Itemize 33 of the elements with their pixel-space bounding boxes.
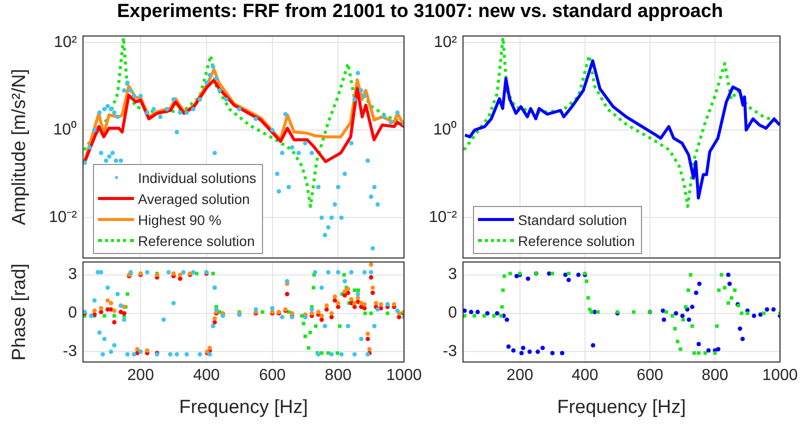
legend-label: Reference solution: [518, 232, 635, 248]
y-tick-label: 0: [68, 304, 78, 322]
y-axis-title: Phase [rad]: [9, 263, 31, 361]
x-tick-label: 400: [572, 367, 598, 384]
x-axis-title: Frequency [Hz]: [179, 397, 308, 419]
x-tick-label: 800: [324, 367, 352, 384]
x-tick-label: 400: [193, 367, 220, 384]
x-tick-label: 1000: [762, 367, 798, 384]
y-tick-label: 10²: [434, 34, 458, 51]
y-tick-label: -3: [442, 343, 458, 360]
y-tick-label: 0: [448, 304, 458, 322]
y-tick-label: -3: [62, 343, 78, 360]
y-tick-label: 10⁻²: [48, 209, 78, 226]
legend-label: Highest 90 %: [138, 212, 222, 228]
x-tick-label: 800: [702, 367, 728, 384]
y-tick-label: 10⁰: [433, 120, 457, 138]
chart-title: Experiments: FRF from 21001 to 31007: new vs. standard approach: [116, 1, 724, 23]
legend-label: Individual solutions: [138, 170, 256, 186]
legend-label: Averaged solution: [138, 190, 250, 206]
x-axis-title: Frequency [Hz]: [557, 397, 686, 419]
x-tick-label: 200: [506, 367, 534, 384]
x-tick-label: 1000: [386, 367, 422, 384]
y-tick-label: 3: [68, 266, 78, 284]
x-tick-label: 600: [258, 367, 286, 384]
x-tick-label: 600: [636, 367, 664, 384]
y-tick-label: 3: [448, 266, 458, 284]
y-tick-label: 10⁻²: [428, 209, 458, 226]
legend-label: Standard solution: [518, 212, 627, 228]
y-tick-label: 10²: [54, 34, 78, 51]
legend-label: Reference solution: [138, 232, 255, 248]
x-tick-label: 200: [127, 367, 154, 384]
y-axis-title: Amplitude [m/s²/N]: [9, 68, 31, 226]
y-tick-label: 10⁰: [53, 120, 77, 138]
